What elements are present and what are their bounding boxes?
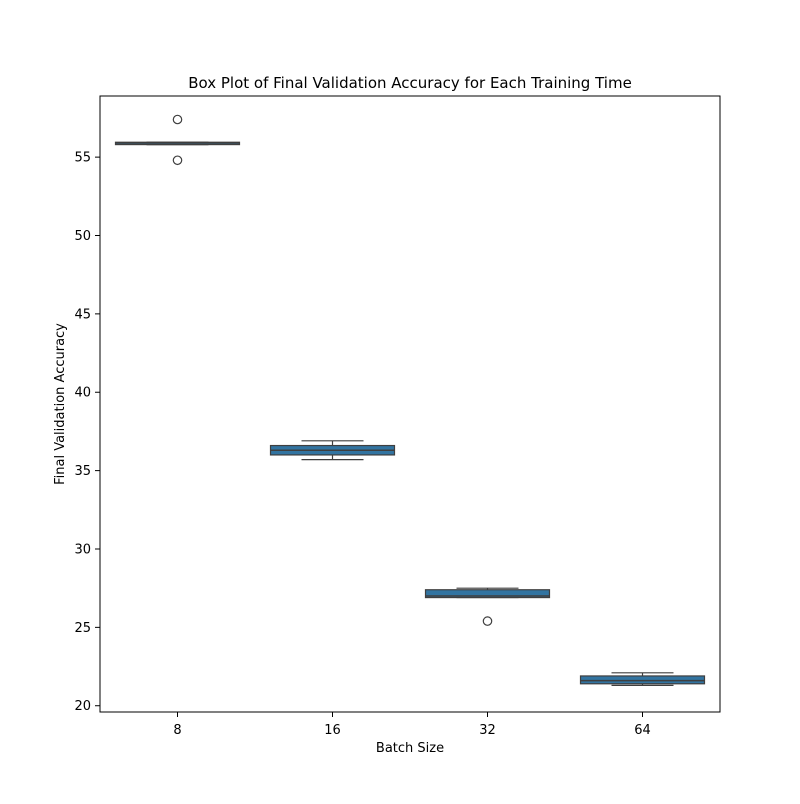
- box-16: [269, 440, 396, 461]
- box-32: [424, 587, 551, 626]
- x-tick-label: 64: [634, 723, 651, 738]
- y-tick-label: 55: [74, 151, 91, 166]
- x-axis: 8 16 32 64: [173, 712, 651, 738]
- outlier-point: [482, 616, 493, 626]
- outlier-point: [172, 114, 183, 125]
- x-tick-label: 32: [479, 723, 496, 738]
- y-axis-label: Final Validation Accuracy: [53, 323, 68, 485]
- x-tick-label: 16: [324, 723, 341, 738]
- y-tick-label: 40: [74, 386, 91, 401]
- plot-frame: [99, 95, 721, 713]
- box-iqr: [424, 589, 551, 599]
- y-tick-label: 50: [74, 229, 91, 244]
- y-tick-label: 30: [74, 542, 91, 557]
- y-axis: 20 25 30 35 40 45 50 55: [74, 151, 100, 714]
- y-tick-label: 35: [74, 464, 91, 479]
- box-iqr: [579, 675, 706, 685]
- y-tick-label: 45: [74, 307, 91, 322]
- y-tick-label: 20: [74, 699, 91, 714]
- x-axis-label: Batch Size: [376, 741, 444, 756]
- box-series: [114, 114, 706, 686]
- box-64: [579, 672, 706, 686]
- x-tick-label: 8: [173, 723, 181, 738]
- outlier-point: [172, 155, 183, 166]
- chart-title: Box Plot of Final Validation Accuracy fo…: [188, 74, 632, 92]
- box-8: [114, 114, 241, 166]
- y-tick-label: 25: [74, 621, 91, 636]
